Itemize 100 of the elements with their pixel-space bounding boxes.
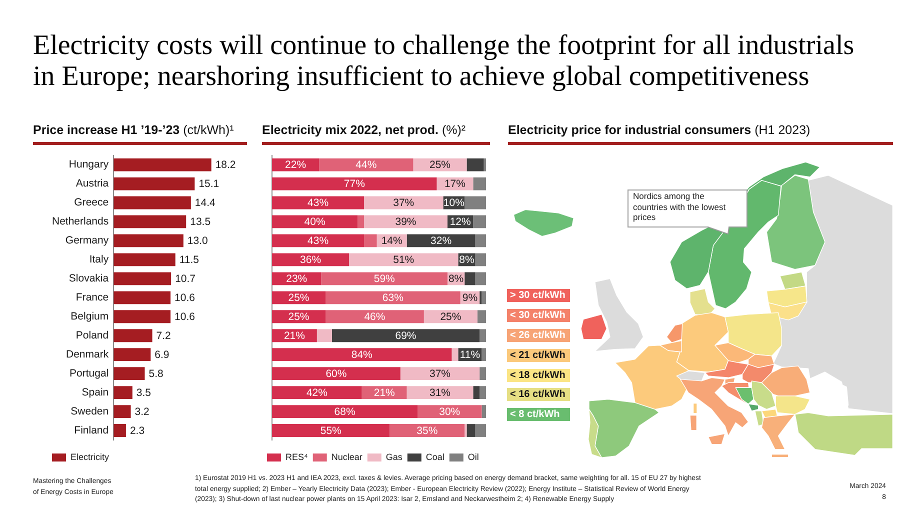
data-label: 23% — [286, 272, 308, 285]
data-label: 35% — [416, 424, 438, 436]
legend-label: Gas — [386, 452, 403, 462]
data-label: 13.5 — [190, 216, 211, 228]
text: < 21 ct/kWh — [507, 349, 570, 362]
data-label: 43% — [308, 234, 329, 247]
bar — [316, 328, 332, 342]
data-label: 3.5 — [136, 386, 152, 399]
y-tick-label: France — [76, 291, 109, 304]
bar — [114, 328, 152, 342]
data-label: 77% — [344, 178, 365, 190]
y-tick-label: Hungary — [68, 158, 110, 170]
bar — [466, 158, 484, 171]
bar — [114, 176, 195, 190]
data-label: 39% — [395, 216, 416, 228]
data-label: 7.2 — [156, 330, 172, 342]
text: < 30 ct/kWh — [507, 309, 570, 322]
bar — [114, 252, 176, 266]
legend-label: Oil — [468, 452, 479, 462]
bar — [321, 272, 448, 285]
data-label: 9% — [462, 292, 478, 304]
bar — [482, 290, 486, 304]
y-tick-label: Portugal — [70, 367, 109, 380]
data-label: 11% — [460, 348, 480, 361]
legend-label: Coal — [426, 452, 444, 462]
data-label: 69% — [395, 330, 416, 342]
data-label: 2.3 — [130, 424, 145, 436]
data-label: 32% — [430, 234, 452, 247]
data-label: 10.7 — [175, 272, 196, 285]
data-label: 55% — [320, 424, 342, 436]
bar — [390, 424, 465, 437]
bar — [272, 196, 364, 209]
data-label: 14.4 — [194, 196, 216, 209]
bar — [114, 366, 145, 380]
data-label: 25% — [288, 292, 310, 304]
bar — [272, 348, 452, 361]
bar — [480, 366, 486, 380]
data-label: 36% — [300, 254, 322, 266]
text: < 26 ct/kWh — [507, 329, 570, 342]
y-tick-label: Netherlands — [52, 215, 109, 228]
data-label: 3.2 — [134, 406, 150, 418]
bar — [272, 234, 364, 247]
data-label: 43% — [308, 196, 329, 209]
text: > 30 ct/kWh — [507, 289, 570, 302]
bar — [114, 386, 132, 399]
bar — [475, 272, 486, 285]
bar — [475, 424, 486, 437]
bar — [272, 252, 350, 266]
bar — [364, 234, 377, 247]
bar — [114, 424, 126, 437]
bar — [114, 214, 186, 228]
data-label: 84% — [351, 348, 372, 361]
data-label: 21% — [284, 330, 305, 342]
data-label: 46% — [364, 310, 386, 323]
y-tick-label: Germany — [65, 234, 110, 246]
data-label: 13.0 — [187, 234, 208, 247]
bar — [272, 176, 437, 190]
bar — [475, 234, 486, 247]
text: Electricity price for industrial consumers (H1 2023) — [508, 123, 810, 137]
bar — [326, 290, 460, 304]
bar — [114, 272, 172, 285]
bar — [406, 386, 474, 399]
legend-label: RES⁴ — [286, 452, 308, 462]
y-tick-label: Austria — [76, 177, 109, 190]
bar — [464, 196, 486, 209]
text: < 8 ct/kWh — [507, 408, 570, 421]
data-label: 25% — [429, 158, 450, 171]
data-label: 37% — [393, 196, 414, 209]
bar — [114, 404, 131, 418]
y-tick-label: Denmark — [66, 348, 110, 360]
data-label: 51% — [393, 254, 414, 266]
y-tick-label: Sweden — [70, 405, 109, 418]
legend-label: Nuclear — [331, 452, 362, 462]
data-label: 8% — [459, 254, 474, 266]
bar — [319, 158, 414, 171]
y-tick-label: Spain — [82, 386, 109, 398]
bar — [114, 234, 184, 247]
data-label: 44% — [356, 158, 377, 171]
data-label: 10% — [443, 196, 464, 209]
bar — [473, 214, 486, 228]
bar — [272, 424, 390, 437]
chart-title: Price increase H1 ’19-’23 (ct/kWh)¹ — [33, 123, 234, 137]
bar — [272, 366, 400, 380]
text: < 18 ct/kWh — [507, 369, 570, 382]
data-label: 8% — [448, 272, 464, 285]
legend-label: Electricity — [70, 452, 110, 462]
bar — [475, 252, 486, 266]
text: Electricity costs will continue to challenge the footprint for all industrials in Europe; nearshoring insufficient to achieve global competitiveness — [33, 30, 856, 92]
y-tick-label: Belgium — [70, 310, 109, 322]
bar — [272, 386, 362, 399]
data-label: 6.9 — [154, 348, 170, 361]
data-label: 17% — [444, 178, 466, 190]
bar — [114, 348, 151, 361]
bar — [332, 328, 480, 342]
y-tick-label: Greece — [74, 196, 109, 208]
data-label: 30% — [439, 406, 460, 418]
data-label: 10.6 — [174, 292, 196, 304]
bar — [114, 290, 171, 304]
bar — [358, 214, 364, 228]
text: < 16 ct/kWh — [507, 388, 570, 401]
